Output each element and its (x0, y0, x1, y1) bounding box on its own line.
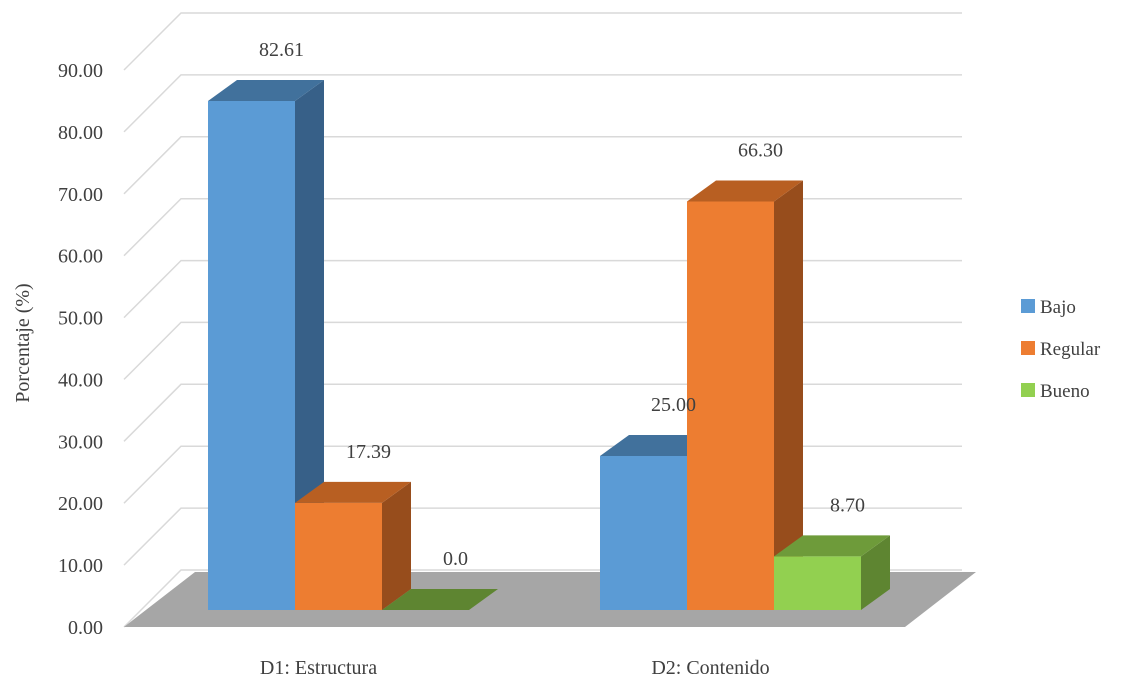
bar-top (687, 180, 803, 202)
y-axis-title: Porcentaje (%) (12, 283, 34, 402)
bar-bueno-1 (382, 589, 498, 610)
legend-item-regular: Regular (1021, 339, 1101, 360)
y-tick-label: 80.00 (58, 122, 103, 144)
y-tick-label: 60.00 (58, 246, 103, 268)
y-tick-label: 30.00 (58, 431, 103, 453)
y-tick-label: 10.00 (58, 555, 103, 577)
bar-front (774, 556, 861, 610)
legend-swatch (1021, 383, 1035, 397)
gridline (123, 12, 962, 71)
y-tick-label: 20.00 (58, 493, 103, 515)
y-tick-label: 70.00 (58, 184, 103, 206)
bar-side (861, 535, 890, 610)
data-label: 8.70 (830, 494, 865, 516)
y-tick-label: 90.00 (58, 60, 103, 82)
bar-front (208, 101, 295, 610)
bar-front (295, 502, 382, 610)
y-tick-label: 50.00 (58, 308, 103, 330)
gridline (123, 136, 962, 195)
bar-front (600, 455, 687, 610)
bar-bueno-2 (774, 535, 890, 610)
gridlines (123, 12, 962, 628)
bar-front (687, 201, 774, 610)
bar-regular-1 (295, 481, 411, 610)
bar-side (382, 481, 411, 610)
legend-swatch (1021, 341, 1035, 355)
legend-label: Bueno (1040, 381, 1090, 402)
bar-side (774, 180, 803, 610)
axes: 0.00 10.00 20.00 30.00 40.00 50.00 60.00 70.00 8… (12, 60, 770, 679)
bar-regular-2 (687, 180, 803, 610)
data-label: 0.0 (443, 548, 468, 570)
bars (208, 80, 890, 610)
legend-label: Regular (1040, 339, 1101, 360)
y-tick-label: 0.00 (68, 617, 103, 639)
legend-swatch (1021, 299, 1035, 313)
x-category-label: D1: Estructura (260, 657, 377, 679)
data-label: 82.61 (259, 39, 304, 61)
legend: Bajo Regular Bueno (1021, 297, 1101, 402)
legend-item-bajo: Bajo (1021, 297, 1076, 318)
legend-label: Bajo (1040, 297, 1076, 318)
bar-top (295, 481, 411, 503)
data-label: 66.30 (738, 139, 783, 161)
bar-top (208, 80, 324, 101)
x-category-label: D2: Contenido (651, 657, 769, 679)
data-labels: 82.61 17.39 0.0 25.00 66.30 8.70 (259, 39, 865, 570)
bar-side (295, 80, 324, 610)
legend-item-bueno: Bueno (1021, 381, 1090, 402)
data-label: 25.00 (651, 394, 696, 416)
gridline (123, 74, 962, 133)
y-tick-label: 40.00 (58, 369, 103, 391)
data-label: 17.39 (346, 441, 391, 463)
bar-top (382, 589, 498, 610)
bar-top (774, 535, 890, 557)
bar-bajo-1 (208, 80, 324, 610)
